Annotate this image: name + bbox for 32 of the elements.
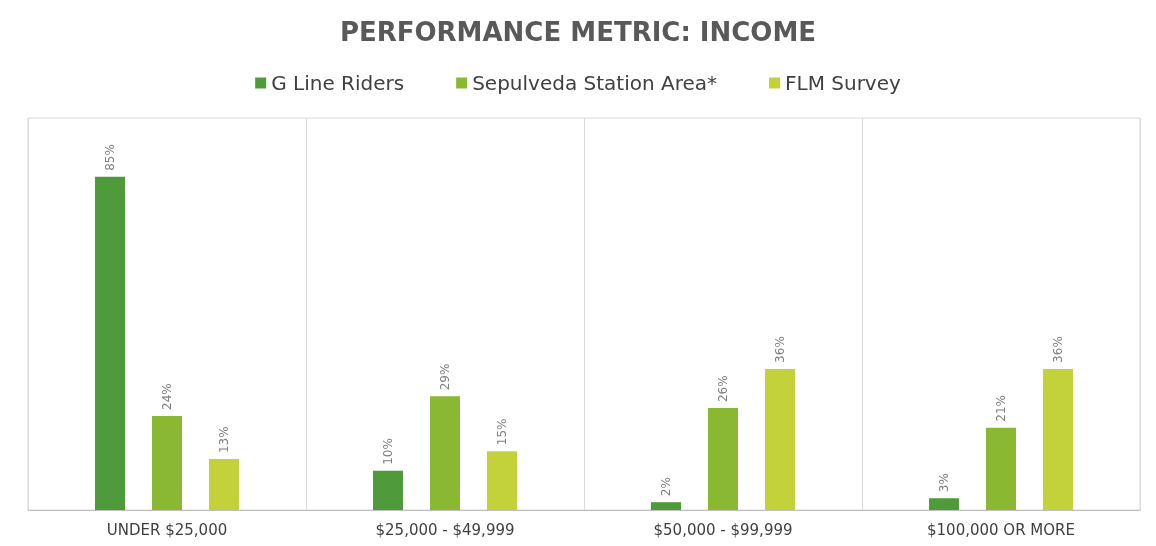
- bar: [487, 451, 517, 510]
- data-label: 15%: [495, 418, 509, 446]
- chart-title: PERFORMANCE METRIC: INCOME: [339, 17, 817, 47]
- bar: [430, 396, 460, 510]
- data-label: 10%: [381, 438, 395, 465]
- x-tick-label: $25,000 - $49,999: [375, 520, 515, 539]
- bar: [651, 502, 681, 510]
- data-label: 36%: [773, 336, 787, 363]
- x-tick-label: $50,000 - $99,999: [653, 520, 793, 539]
- data-label: 13%: [217, 426, 231, 454]
- bar: [1043, 368, 1073, 510]
- data-label: 24%: [160, 383, 174, 410]
- data-label: 85%: [103, 144, 117, 171]
- data-label: 21%: [994, 395, 1008, 422]
- legend-label: G Line Riders: [271, 71, 405, 95]
- bar: [373, 470, 403, 510]
- bar: [209, 459, 239, 510]
- data-label: 3%: [937, 473, 951, 493]
- data-label: 36%: [1051, 336, 1065, 363]
- data-label: 26%: [716, 375, 730, 403]
- bar: [708, 408, 738, 510]
- x-tick-label: UNDER $25,000: [106, 520, 228, 539]
- data-label: 2%: [659, 477, 673, 497]
- bar: [765, 368, 795, 510]
- x-tick-label: $100,000 OR MORE: [927, 520, 1075, 539]
- bar: [95, 176, 125, 510]
- bar: [152, 415, 182, 510]
- data-label: 29%: [438, 363, 452, 391]
- bar: [986, 427, 1016, 510]
- bar: [929, 498, 959, 510]
- legend-label: FLM Survey: [785, 71, 901, 95]
- legend-label: Sepulveda Station Area*: [472, 71, 718, 95]
